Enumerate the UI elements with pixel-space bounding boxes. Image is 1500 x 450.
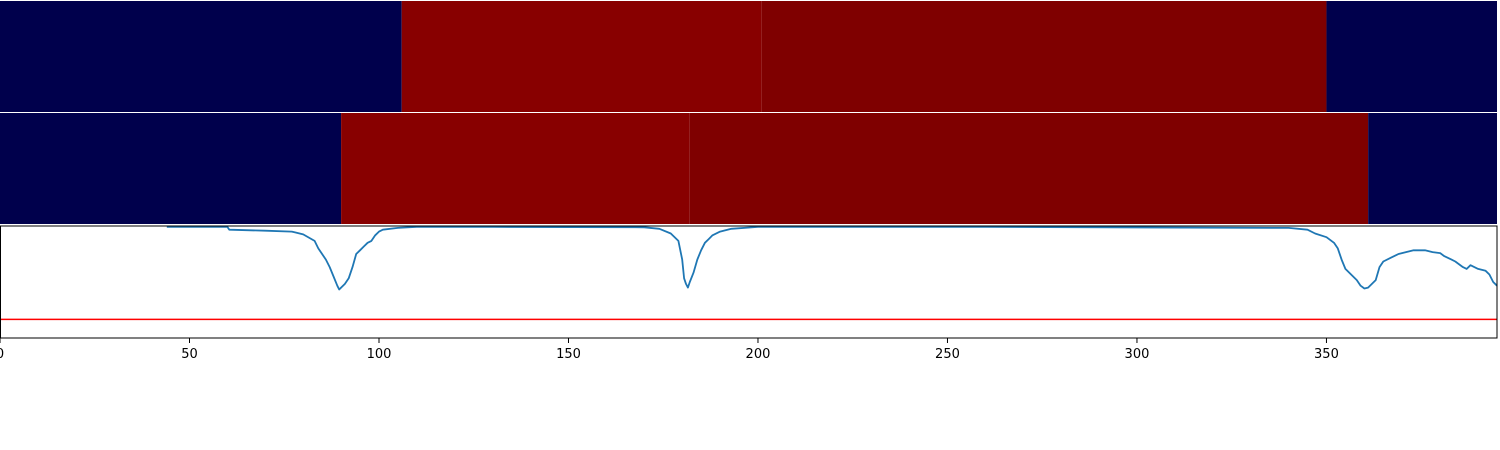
heatmap-segment-row2-2 (341, 113, 690, 224)
heatmap-segment-row2-3 (689, 113, 1369, 224)
x-tick-label: 250 (935, 347, 960, 362)
heatmap-segment-row1-4 (1326, 1, 1497, 112)
heatmap-segment-row2-1 (0, 113, 342, 224)
x-tick-label: 200 (746, 347, 771, 362)
x-tick-label: 350 (1314, 347, 1339, 362)
line-panel-frame (0, 225, 1498, 339)
x-tick-label: 100 (367, 347, 392, 362)
series-line (166, 225, 1498, 291)
heatmap-segment-row2-4 (1368, 113, 1497, 224)
heatmap-rows (0, 1, 1497, 224)
x-axis: 0 50 100 150 200 250 300 350 (0, 338, 1339, 362)
heatmap-segment-row1-2 (401, 1, 762, 112)
x-tick-label: 50 (181, 347, 198, 362)
heatmap-segment-row1-1 (0, 1, 402, 112)
x-tick-label: 0 (0, 347, 4, 362)
line-plot-area (0, 225, 1498, 339)
x-tick-label: 300 (1125, 347, 1150, 362)
heatmap-segment-row1-3 (761, 1, 1327, 112)
x-tick-label: 150 (556, 347, 581, 362)
